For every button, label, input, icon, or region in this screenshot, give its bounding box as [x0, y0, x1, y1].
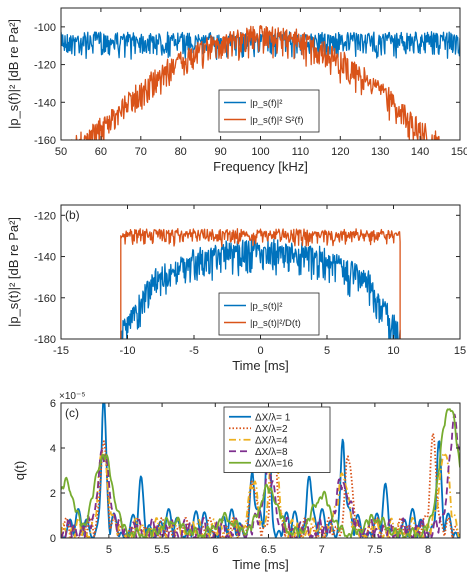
- x-tick-label: 80: [175, 146, 187, 158]
- legend-label: ΔX/λ= 1: [255, 412, 291, 423]
- plot-area-c: [61, 403, 460, 538]
- x-axis-label: Time [ms]: [232, 358, 289, 373]
- plot-area-a: [61, 25, 460, 140]
- x-tick-label: -15: [53, 345, 69, 357]
- x-tick-label: 15: [454, 345, 466, 357]
- x-tick-label: -10: [120, 345, 136, 357]
- x-tick-label: 50: [55, 146, 67, 158]
- legend-label: ΔX/λ=4: [255, 435, 288, 446]
- y-tick-label: -140: [34, 97, 56, 109]
- legend-label: |p_s(t)|²/D(t): [250, 318, 301, 329]
- series-line-a-0: [61, 31, 460, 61]
- x-tick-label: 140: [411, 146, 429, 158]
- x-tick-label: 6.5: [261, 544, 276, 556]
- x-tick-label: 90: [214, 146, 226, 158]
- x-tick-label: 5.5: [154, 544, 169, 556]
- axes-box-c: [60, 402, 461, 539]
- x-tick-label: 8: [425, 544, 431, 556]
- panel-label: (b): [65, 208, 80, 222]
- y-tick-label: -160: [34, 293, 56, 305]
- legend-box: [223, 406, 331, 473]
- legend-label: ΔX/λ=8: [255, 447, 288, 458]
- x-tick-label: 110: [292, 146, 310, 158]
- x-tick-label: 120: [331, 146, 349, 158]
- legend-label: |p_s(f)|² S²(f): [250, 115, 304, 126]
- legend-label: ΔX/λ=2: [255, 424, 288, 435]
- y-tick-label: 0: [50, 533, 56, 545]
- y-axis-label: |p_s(f)|² [dB re Pa²]: [6, 19, 21, 129]
- series-line-c-4: [61, 408, 460, 538]
- plot-area-b: [120, 228, 401, 339]
- y-tick-label: -180: [34, 334, 56, 346]
- x-tick-label: 0: [257, 345, 263, 357]
- y-tick-label: 2: [50, 488, 56, 500]
- y-tick-label: -100: [34, 22, 56, 34]
- legend-a: |p_s(f)|² |p_s(f)|² S²(f): [218, 89, 320, 133]
- panel-label: (c): [65, 406, 79, 420]
- x-tick-label: 5: [324, 345, 330, 357]
- y-tick-label: -120: [34, 60, 56, 72]
- x-tick-label: 100: [251, 146, 269, 158]
- y-axis-exponent: ×10⁻⁵: [59, 391, 85, 402]
- x-tick-label: 130: [371, 146, 389, 158]
- x-tick-label: 70: [135, 146, 147, 158]
- series-line-b-1: [120, 228, 401, 339]
- x-tick-label: 6: [212, 544, 218, 556]
- x-tick-label: 7: [319, 544, 325, 556]
- y-tick-label: -140: [34, 252, 56, 264]
- y-tick-label: -160: [34, 135, 56, 147]
- series-line-b-0: [120, 238, 401, 339]
- x-tick-label: 150: [451, 146, 467, 158]
- y-axis-label: |p_s(t)|² [dB re Pa²]: [6, 217, 21, 327]
- panel-c: 5 5.5 6 6.5 7 7.5 8 0 2 4 6 Time [ms] q(t) ×10⁻⁵ (c) ΔX…: [12, 391, 461, 572]
- y-tick-label: 6: [50, 398, 56, 410]
- legend-b: |p_s(t)|² |p_s(t)|²/D(t): [218, 292, 320, 336]
- panel-a: 50 60 70 80 90 100 110 120 130 140 150 -160 -140 -120…: [6, 7, 467, 174]
- legend-label: |p_s(t)|²: [250, 301, 282, 312]
- x-axis-label: Time [ms]: [232, 557, 289, 572]
- y-tick-label: -120: [34, 210, 56, 222]
- x-tick-label: 5: [106, 544, 112, 556]
- x-tick-label: 60: [95, 146, 107, 158]
- x-axis-label: Frequency [kHz]: [213, 159, 308, 174]
- panel-b: -15 -10 -5 0 5 10 15 -180 -160 -140 -120 Time [ms] |…: [6, 204, 466, 373]
- legend-label: ΔX/λ=16: [255, 458, 294, 469]
- y-axis-label: q(t): [12, 461, 27, 481]
- legend-box: [218, 292, 320, 336]
- x-tick-label: 7.5: [367, 544, 382, 556]
- y-tick-label: 4: [50, 443, 56, 455]
- series-line-a-1: [71, 25, 451, 140]
- legend-c: ΔX/λ= 1ΔX/λ=2ΔX/λ=4ΔX/λ=8ΔX/λ=16: [223, 406, 331, 473]
- x-tick-label: -5: [189, 345, 199, 357]
- legend-box: [218, 89, 320, 133]
- legend-label: |p_s(f)|²: [250, 98, 282, 109]
- x-tick-label: 10: [387, 345, 399, 357]
